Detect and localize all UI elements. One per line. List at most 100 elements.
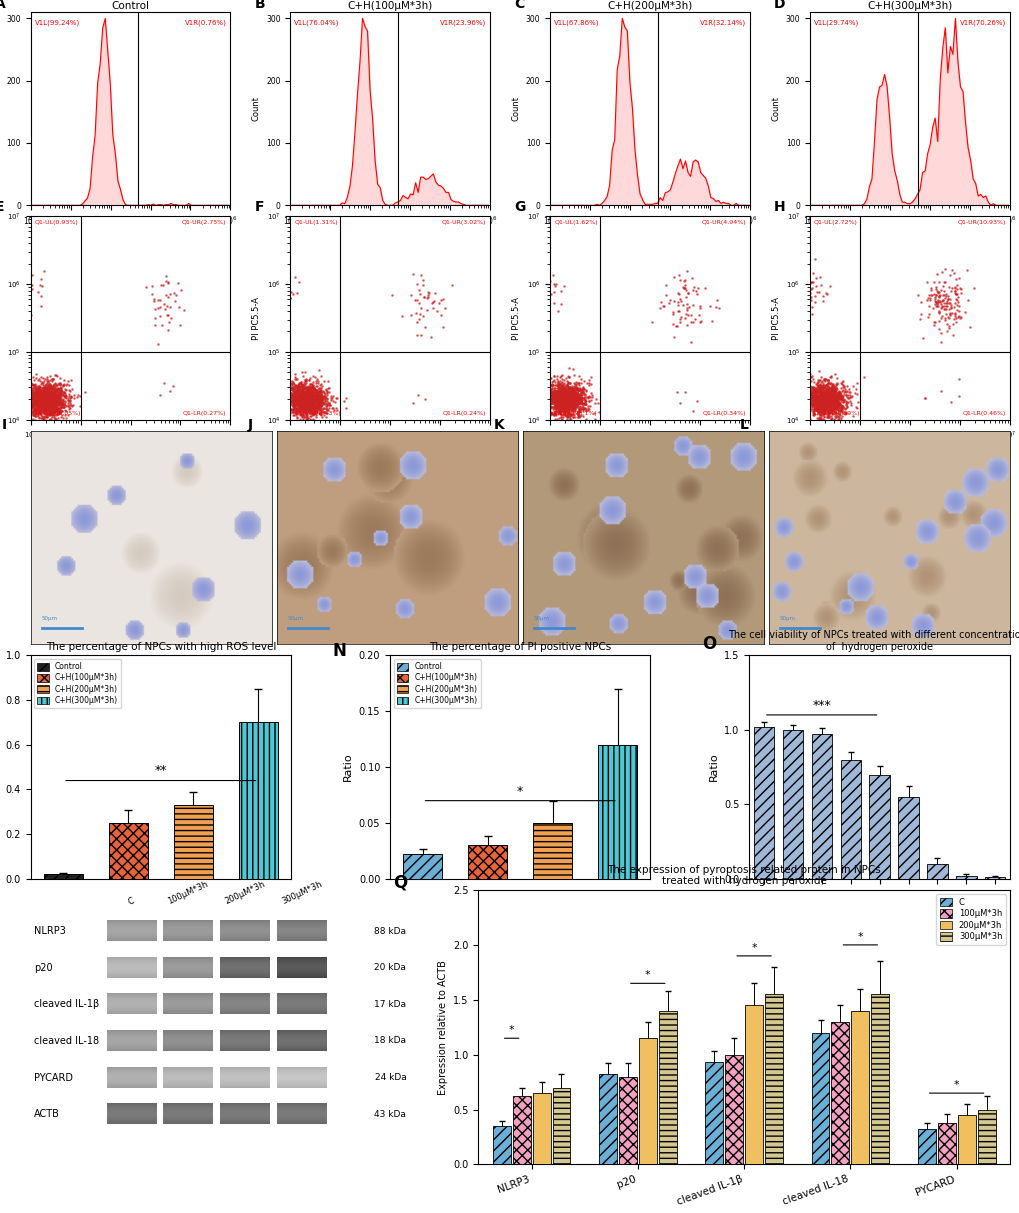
Point (818, 382, 835, 402)
Point (50, 394, 66, 414)
Point (276, 287, 292, 307)
Point (307, 380, 323, 399)
Point (44, 383, 60, 403)
Point (581, 372, 597, 392)
Point (40, 378, 56, 398)
Point (43, 391, 59, 410)
Point (812, 393, 828, 412)
Point (302, 383, 318, 403)
Point (822, 383, 839, 403)
Point (553, 392, 570, 411)
Point (671, 266, 687, 285)
Point (320, 395, 336, 415)
Point (950, 307, 966, 326)
Point (930, 286, 947, 306)
Point (38, 375, 54, 394)
Point (795, 391, 811, 410)
Point (536, 393, 552, 412)
Point (285, 391, 302, 410)
Point (32, 380, 48, 399)
Point (272, 388, 288, 408)
Legend: Control, C+H(100μM*3h), C+H(200μM*3h), C+H(300μM*3h): Control, C+H(100μM*3h), C+H(200μM*3h), C… (393, 659, 480, 708)
Point (312, 381, 328, 400)
Point (817, 385, 834, 404)
Point (801, 387, 817, 406)
Point (302, 394, 318, 414)
Point (927, 292, 944, 312)
Point (555, 389, 572, 409)
Point (805, 393, 821, 412)
Point (571, 389, 587, 409)
Point (547, 387, 564, 406)
Point (816, 380, 833, 399)
Point (951, 278, 967, 297)
Point (569, 393, 585, 412)
Point (304, 382, 320, 402)
Point (293, 381, 310, 400)
Point (803, 386, 819, 405)
Point (819, 382, 836, 402)
Point (35, 385, 51, 404)
Point (946, 303, 962, 323)
Point (298, 392, 314, 411)
Point (51, 421, 67, 440)
Point (48, 389, 64, 409)
Point (689, 284, 705, 303)
Point (794, 375, 810, 394)
Point (36, 389, 52, 409)
Point (567, 391, 583, 410)
Point (554, 398, 571, 417)
Point (802, 273, 818, 292)
Point (44, 389, 60, 409)
Point (846, 383, 862, 403)
Point (310, 385, 326, 404)
Point (41, 388, 57, 408)
Point (562, 388, 579, 408)
Point (55, 382, 71, 402)
Point (545, 385, 561, 404)
Point (823, 376, 840, 395)
Point (818, 376, 835, 395)
Point (51, 386, 67, 405)
Text: 24 kDa: 24 kDa (374, 1074, 406, 1082)
Point (310, 392, 326, 411)
Text: V1L(67.86%): V1L(67.86%) (553, 19, 599, 27)
Point (35, 381, 51, 400)
Text: V1L(76.04%): V1L(76.04%) (294, 19, 339, 27)
Point (643, 313, 659, 332)
Point (793, 398, 809, 417)
Point (565, 398, 581, 417)
Point (304, 385, 320, 404)
Point (813, 383, 829, 403)
Point (550, 402, 567, 421)
Point (40, 389, 56, 409)
Point (41, 402, 57, 421)
Point (825, 387, 842, 406)
Point (322, 395, 338, 415)
Point (304, 391, 320, 410)
X-axis label: FITC-A: FITC-A (896, 233, 922, 241)
Point (290, 392, 307, 411)
Point (828, 394, 845, 414)
Point (561, 382, 578, 402)
Point (34, 389, 50, 409)
Point (317, 388, 333, 408)
Point (315, 389, 331, 409)
Point (811, 399, 827, 418)
Text: **: ** (155, 764, 167, 778)
Point (316, 392, 332, 411)
Point (912, 304, 928, 324)
Point (549, 397, 566, 416)
Point (932, 307, 949, 326)
Point (55, 376, 71, 395)
Point (811, 399, 827, 418)
Point (564, 381, 580, 400)
Point (50, 382, 66, 402)
Point (818, 371, 835, 391)
Point (25, 404, 42, 423)
Point (693, 312, 709, 331)
Point (942, 281, 958, 301)
Point (554, 383, 571, 403)
Point (312, 378, 328, 398)
Point (313, 403, 329, 422)
